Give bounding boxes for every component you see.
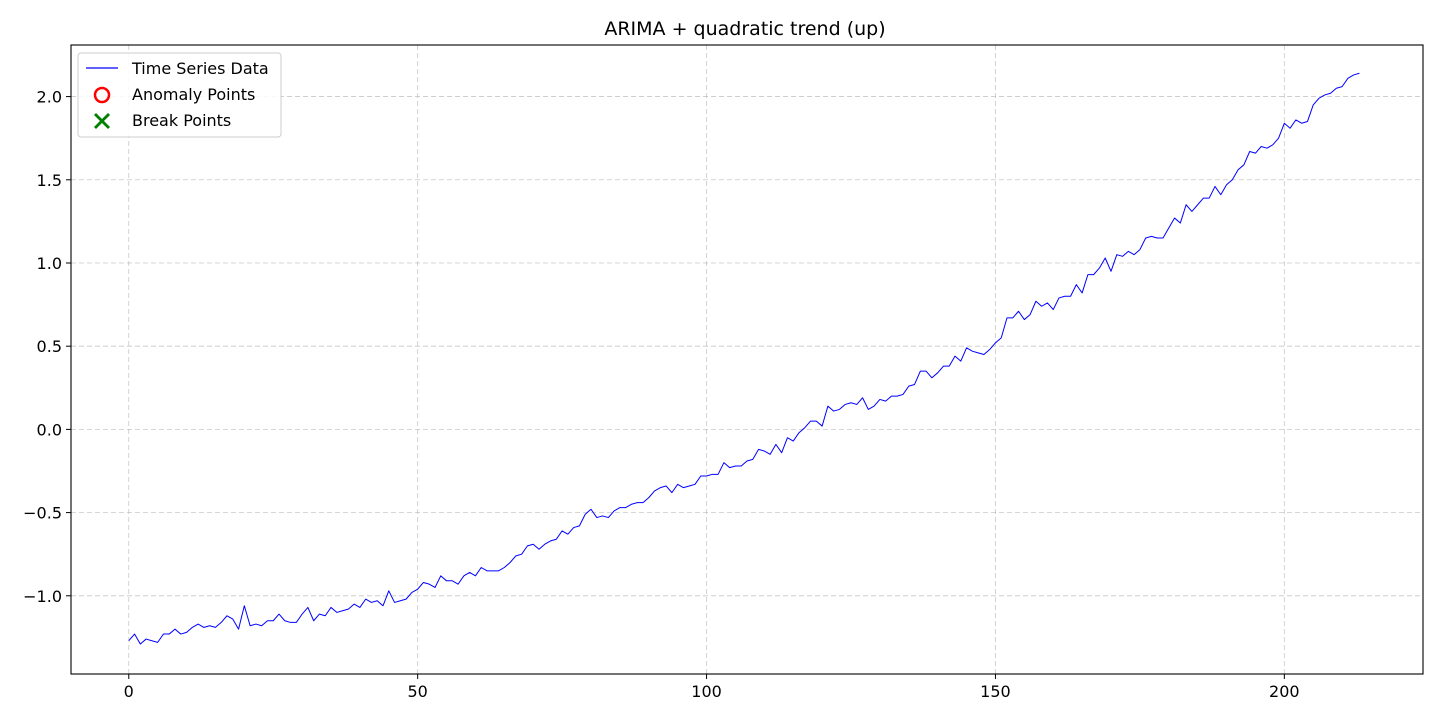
x-tick-label: 100: [691, 682, 722, 701]
series-line-time-series-data: [128, 72, 1360, 645]
legend-label-series: Time Series Data: [131, 59, 269, 78]
x-tick-label: 50: [407, 682, 427, 701]
y-tick-label: −0.5: [23, 504, 62, 523]
axis-ticks: 0 50 100 150 200 −1.0 −0.5 0.0 0.5 1.0 1.5 2.0: [23, 88, 1299, 701]
legend-break-x-icon: [94, 113, 110, 129]
y-tick-label: 0.5: [37, 337, 62, 356]
legend: Time Series Data Anomaly Points Break Po…: [77, 52, 282, 138]
series-layer: [128, 72, 1360, 645]
y-tick-label: 1.5: [37, 171, 62, 190]
legend-anomaly-circle-icon: [93, 86, 111, 104]
chart-title: ARIMA + quadratic trend (up): [604, 18, 885, 40]
legend-box: [77, 52, 282, 138]
legend-label-break: Break Points: [132, 111, 231, 130]
y-tick-label: 0.0: [37, 420, 62, 439]
x-tick-label: 150: [980, 682, 1011, 701]
x-tick-label: 200: [1269, 682, 1300, 701]
plot-frame: [70, 44, 1424, 675]
x-tick-label: 0: [124, 682, 134, 701]
y-tick-label: 2.0: [37, 88, 62, 107]
grid: [71, 45, 1423, 674]
legend-label-anomaly: Anomaly Points: [132, 85, 255, 104]
y-tick-label: 1.0: [37, 254, 62, 273]
y-tick-label: −1.0: [23, 587, 62, 606]
